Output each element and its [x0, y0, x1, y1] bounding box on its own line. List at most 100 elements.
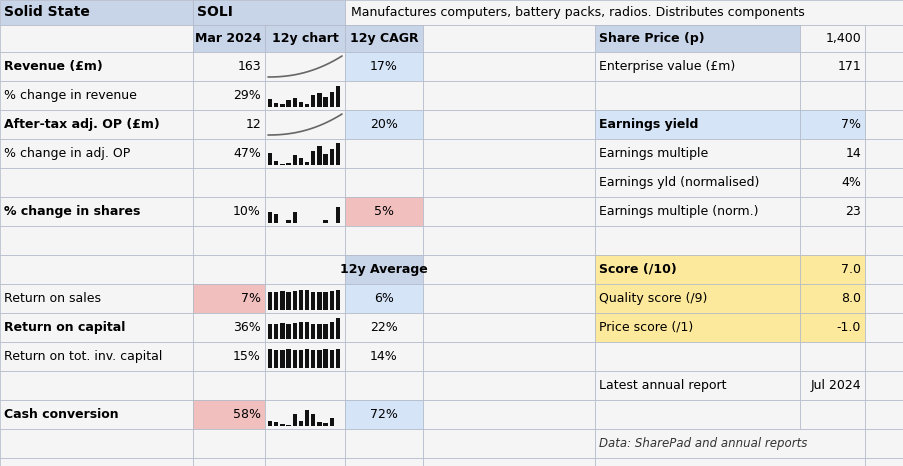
Bar [0, 429, 192, 458]
Bar [304, 290, 309, 310]
Bar [265, 400, 345, 429]
Bar [345, 371, 423, 400]
Bar [594, 110, 799, 139]
Bar [335, 318, 340, 339]
Text: Jul 2024: Jul 2024 [809, 379, 860, 392]
Bar [423, 52, 594, 81]
Text: Earnings multiple (norm.): Earnings multiple (norm.) [599, 205, 758, 218]
Bar [267, 292, 272, 310]
Text: % change in adj. OP: % change in adj. OP [4, 147, 130, 160]
Bar [0, 400, 192, 429]
Bar [311, 95, 315, 107]
Bar [335, 206, 340, 223]
Text: Revenue (£m): Revenue (£m) [4, 60, 103, 73]
Bar [0, 52, 192, 81]
Bar [345, 168, 423, 197]
Bar [311, 292, 315, 310]
Bar [799, 284, 864, 313]
Bar [345, 313, 423, 342]
Bar [274, 350, 278, 368]
Bar [265, 429, 345, 458]
Text: 12: 12 [245, 118, 261, 131]
Bar [335, 290, 340, 310]
Bar [265, 52, 345, 81]
Bar [345, 81, 423, 110]
Bar [267, 324, 272, 339]
Text: 171: 171 [836, 60, 860, 73]
Text: 20%: 20% [369, 118, 397, 131]
Bar [267, 99, 272, 107]
Bar [192, 313, 265, 342]
Bar [280, 350, 284, 368]
Bar [267, 153, 272, 165]
Text: 22%: 22% [369, 321, 397, 334]
Bar [0, 458, 192, 466]
Bar [323, 219, 327, 223]
Bar [317, 292, 321, 310]
Bar [335, 349, 340, 368]
Bar [280, 291, 284, 310]
Text: 12y Average: 12y Average [340, 263, 427, 276]
Bar [335, 143, 340, 165]
Bar [280, 164, 284, 165]
Bar [423, 255, 594, 284]
Text: Earnings multiple: Earnings multiple [599, 147, 707, 160]
Bar [864, 371, 903, 400]
Bar [192, 139, 265, 168]
Bar [192, 168, 265, 197]
Bar [0, 371, 192, 400]
Bar [192, 81, 265, 110]
Bar [299, 290, 303, 310]
Text: Latest annual report: Latest annual report [599, 379, 726, 392]
Text: 12y chart: 12y chart [271, 32, 338, 45]
Bar [286, 100, 291, 107]
Bar [345, 284, 423, 313]
Bar [799, 313, 864, 342]
Text: Enterprise value (£m): Enterprise value (£m) [599, 60, 734, 73]
Bar [304, 104, 309, 107]
Bar [323, 323, 327, 339]
Bar [799, 25, 864, 52]
Text: Cash conversion: Cash conversion [4, 408, 118, 421]
Bar [265, 313, 345, 342]
Bar [311, 151, 315, 165]
Bar [286, 323, 291, 339]
Bar [317, 323, 321, 339]
Bar [192, 400, 265, 429]
Text: Solid State: Solid State [4, 6, 89, 20]
Bar [594, 226, 799, 255]
Bar [330, 291, 333, 310]
Bar [299, 158, 303, 165]
Bar [864, 52, 903, 81]
Bar [293, 350, 296, 368]
Bar [799, 400, 864, 429]
Bar [304, 162, 309, 165]
Bar [594, 139, 799, 168]
Bar [192, 284, 265, 313]
Bar [799, 342, 864, 371]
Bar [799, 371, 864, 400]
Bar [330, 92, 333, 107]
Bar [864, 25, 903, 52]
Bar [594, 342, 799, 371]
Bar [293, 98, 296, 107]
Bar [864, 197, 903, 226]
Bar [799, 197, 864, 226]
Bar [265, 284, 345, 313]
Text: Return on capital: Return on capital [4, 321, 126, 334]
Text: 10%: 10% [233, 205, 261, 218]
Bar [345, 342, 423, 371]
Bar [317, 93, 321, 107]
Bar [0, 0, 192, 25]
Bar [192, 255, 265, 284]
Bar [0, 139, 192, 168]
Text: 7.0: 7.0 [840, 263, 860, 276]
Bar [799, 168, 864, 197]
Bar [265, 371, 345, 400]
Bar [0, 197, 192, 226]
Bar [286, 292, 291, 310]
Bar [293, 212, 296, 223]
Text: Quality score (/9): Quality score (/9) [599, 292, 706, 305]
Text: 15%: 15% [233, 350, 261, 363]
Bar [274, 323, 278, 339]
